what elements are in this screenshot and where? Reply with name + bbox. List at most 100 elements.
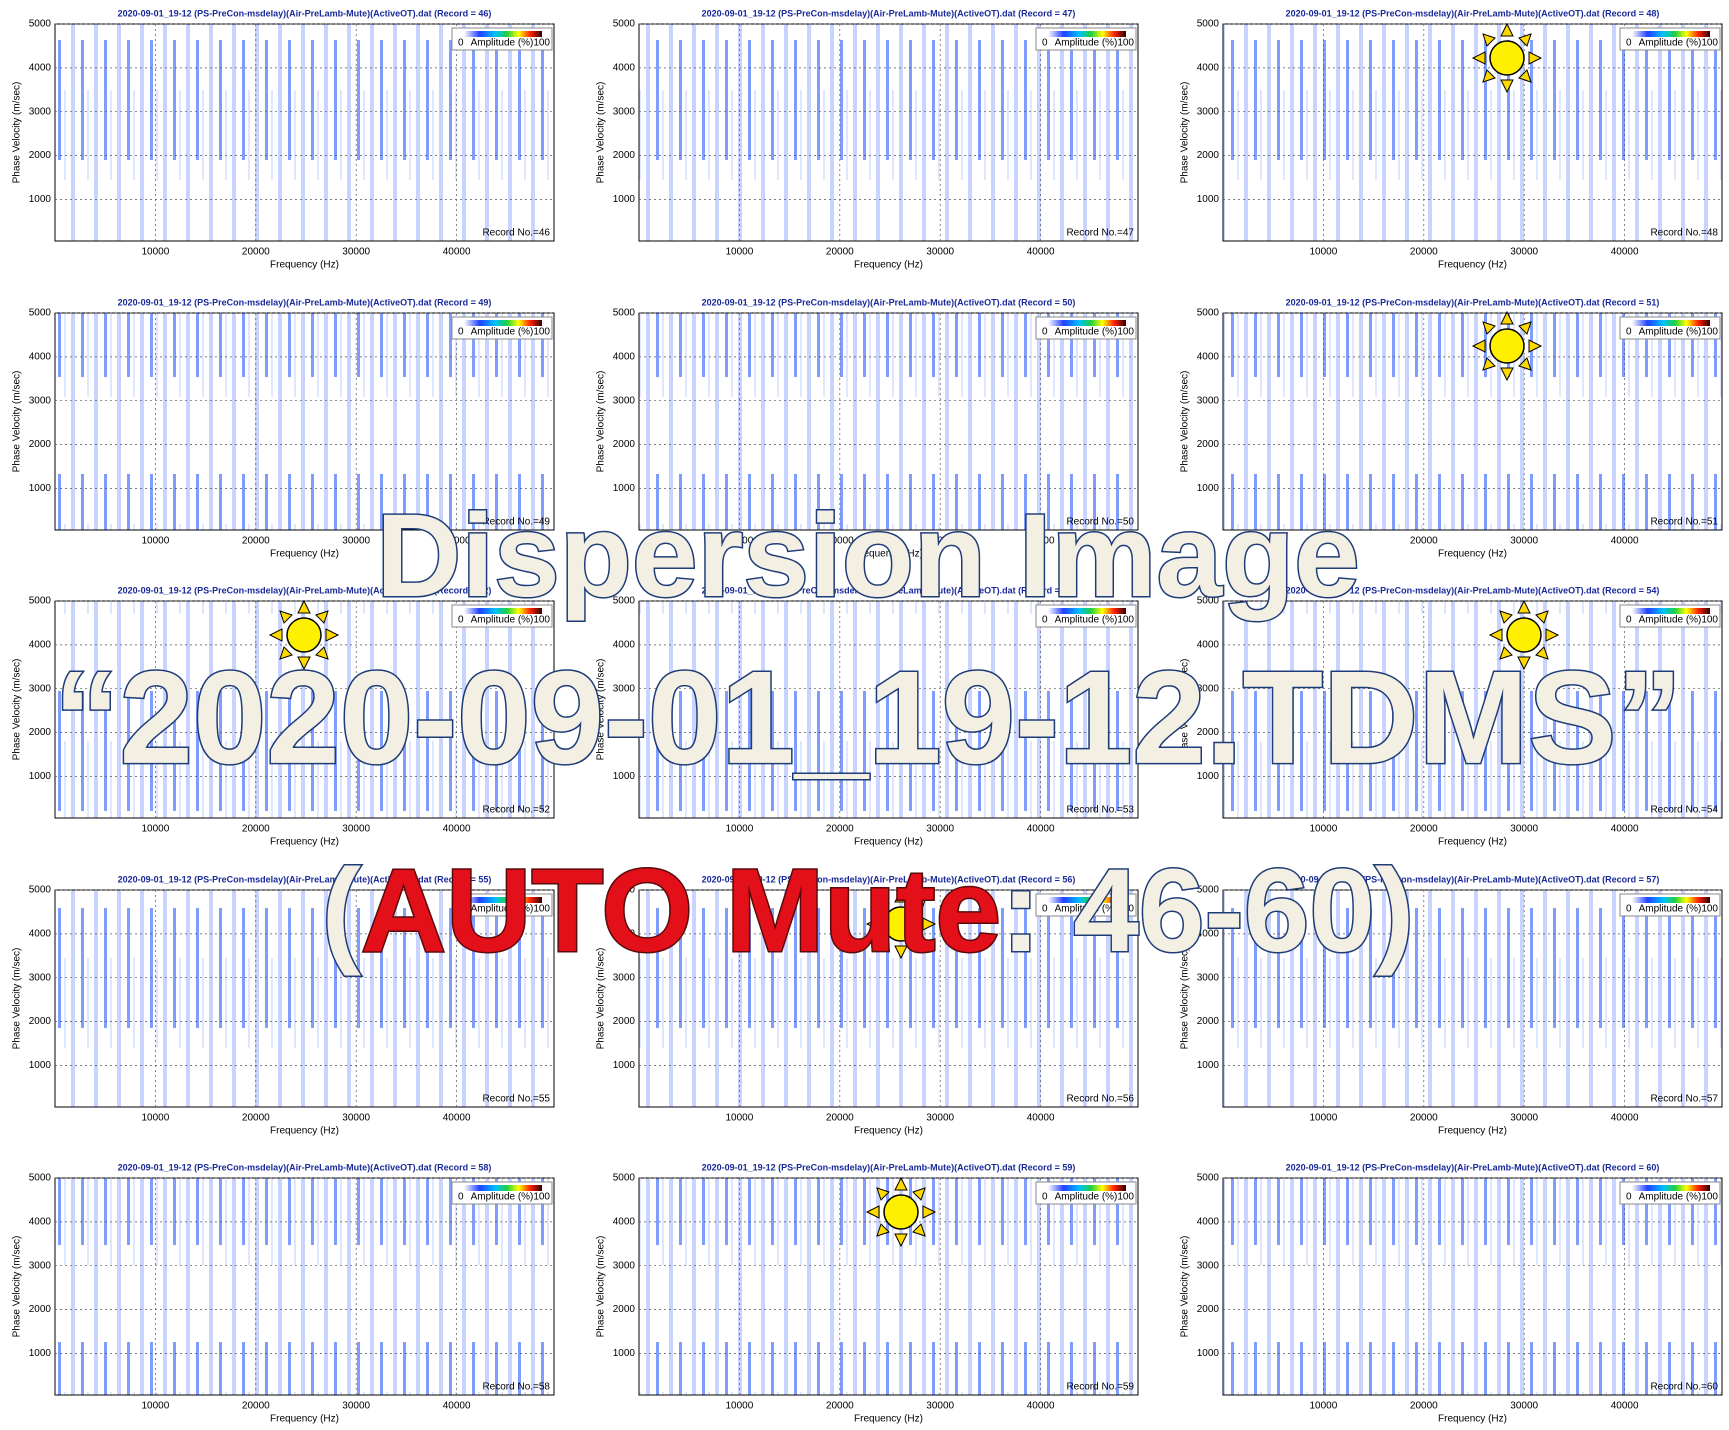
- colorbar: [1632, 31, 1710, 37]
- colorbar-min: 0: [1626, 615, 1632, 626]
- plot-area: [1222, 312, 1723, 531]
- chart-title: 2020-09-01_19-12 (PS-PreCon-msdelay)(Air…: [1286, 297, 1660, 307]
- y-tick-label: 2000: [1197, 1016, 1220, 1027]
- chart: 2020-09-01_19-12 (PS-PreCon-msdelay)(Air…: [1180, 874, 1723, 1137]
- x-axis-label: Frequency (Hz): [854, 260, 923, 271]
- x-tick-label: 30000: [926, 536, 954, 547]
- y-tick-label: 2000: [29, 1304, 52, 1315]
- chart-title: 2020-09-01_19-12 (PS-PreCon-msdelay)(Air…: [1286, 874, 1660, 884]
- x-tick-label: 30000: [926, 247, 954, 258]
- colorbar-max: 100: [1701, 327, 1718, 338]
- x-axis-label: Frequency (Hz): [1438, 837, 1507, 848]
- colorbar-max: 100: [1117, 1192, 1134, 1203]
- x-tick-label: 40000: [1027, 1401, 1055, 1412]
- colorbar-label: Amplitude (%): [471, 904, 534, 915]
- plot-area: [54, 1177, 555, 1396]
- colorbar: [464, 1185, 542, 1191]
- plot-area: [638, 23, 1139, 242]
- overlay: Dispersion Image “2020-09-01_19-12.TDMS”…: [52, 489, 1684, 979]
- y-tick-label: 4000: [1197, 928, 1220, 939]
- colorbar-label: Amplitude (%): [471, 38, 534, 49]
- y-tick-label: 2000: [613, 1016, 636, 1027]
- x-axis-label: Frequency (Hz): [1438, 260, 1507, 271]
- y-axis-label: Phase Velocity (m/sec): [12, 948, 23, 1050]
- x-tick-label: 40000: [443, 824, 471, 835]
- overlay-line3: (AUTO Mute: 46-60): [322, 845, 1415, 977]
- x-tick-label: 30000: [342, 536, 370, 547]
- record-label: Record No.=60: [1650, 1382, 1718, 1393]
- y-tick-label: 3000: [1197, 106, 1220, 117]
- record-label: Record No.=53: [1066, 805, 1134, 816]
- chart: 2020-09-01_19-12 (PS-PreCon-msdelay)(Air…: [12, 874, 555, 1137]
- y-tick-label: 3000: [613, 106, 636, 117]
- y-tick-label: 1000: [29, 1348, 52, 1359]
- y-tick-label: 5000: [1197, 1173, 1220, 1184]
- colorbar-max: 100: [1701, 904, 1718, 915]
- colorbar-max: 100: [1701, 1192, 1718, 1203]
- record-label: Record No.=58: [482, 1382, 550, 1393]
- y-tick-label: 3000: [29, 106, 52, 117]
- x-tick-label: 30000: [1510, 1113, 1538, 1124]
- sun-icon: [1472, 311, 1542, 381]
- colorbar-label: Amplitude (%): [1639, 38, 1702, 49]
- x-tick-label: 20000: [242, 1401, 270, 1412]
- x-tick-label: 40000: [1027, 536, 1055, 547]
- y-tick-label: 3000: [613, 972, 636, 983]
- y-tick-label: 2000: [1197, 1304, 1220, 1315]
- colorbar-min: 0: [458, 327, 464, 338]
- y-tick-label: 5000: [1197, 596, 1220, 607]
- x-axis-label: Frequency (Hz): [270, 549, 339, 560]
- x-tick-label: 10000: [725, 1113, 753, 1124]
- colorbar: [1048, 31, 1126, 37]
- x-axis-label: Frequency (Hz): [270, 1414, 339, 1425]
- y-tick-label: 5000: [613, 1173, 636, 1184]
- y-tick-label: 4000: [613, 62, 636, 73]
- x-tick-label: 20000: [242, 1113, 270, 1124]
- colorbar-label: Amplitude (%): [1055, 904, 1118, 915]
- colorbar-min: 0: [458, 38, 464, 49]
- x-tick-label: 40000: [443, 536, 471, 547]
- x-tick-label: 40000: [1611, 247, 1639, 258]
- y-tick-label: 4000: [613, 928, 636, 939]
- y-tick-label: 3000: [29, 972, 52, 983]
- colorbar-max: 100: [1117, 615, 1134, 626]
- plot-area: [1222, 889, 1723, 1108]
- x-tick-label: 30000: [342, 1401, 370, 1412]
- y-axis-label: Phase Velocity (m/sec): [12, 659, 23, 761]
- colorbar-max: 100: [1701, 38, 1718, 49]
- colorbar-min: 0: [1042, 1192, 1048, 1203]
- chart: 2020-09-01_19-12 (PS-PreCon-msdelay)(Air…: [596, 1162, 1139, 1425]
- x-tick-label: 30000: [1510, 247, 1538, 258]
- colorbar-max: 100: [1701, 615, 1718, 626]
- y-tick-label: 5000: [1197, 885, 1220, 896]
- y-tick-label: 3000: [29, 683, 52, 694]
- colorbar: [464, 320, 542, 326]
- colorbar-max: 100: [533, 904, 550, 915]
- x-tick-label: 20000: [826, 1113, 854, 1124]
- x-tick-label: 20000: [1410, 1113, 1438, 1124]
- colorbar-label: Amplitude (%): [1639, 1192, 1702, 1203]
- x-tick-label: 20000: [826, 247, 854, 258]
- colorbar-label: Amplitude (%): [1055, 1192, 1118, 1203]
- x-tick-label: 10000: [1309, 536, 1337, 547]
- colorbar: [464, 31, 542, 37]
- record-label: Record No.=50: [1066, 517, 1134, 528]
- plot-area: [638, 600, 1139, 819]
- colorbar-max: 100: [533, 38, 550, 49]
- x-tick-label: 30000: [926, 1113, 954, 1124]
- colorbar-label: Amplitude (%): [1639, 615, 1702, 626]
- chart-grid: 2020-09-01_19-12 (PS-PreCon-msdelay)(Air…: [12, 8, 1723, 1425]
- chart: 2020-09-01_19-12 (PS-PreCon-msdelay)(Air…: [596, 297, 1139, 560]
- colorbar: [464, 897, 542, 903]
- colorbar-label: Amplitude (%): [1055, 615, 1118, 626]
- colorbar: [464, 608, 542, 614]
- chart: 2020-09-01_19-12 (PS-PreCon-msdelay)(Air…: [1180, 1162, 1723, 1425]
- y-tick-label: 2000: [613, 439, 636, 450]
- x-axis-label: Frequency (Hz): [854, 837, 923, 848]
- y-axis-label: Phase Velocity (m/sec): [596, 659, 607, 761]
- x-axis-label: Frequency (Hz): [854, 549, 923, 560]
- colorbar-min: 0: [1042, 904, 1048, 915]
- colorbar-max: 100: [1117, 38, 1134, 49]
- x-tick-label: 40000: [443, 1401, 471, 1412]
- x-tick-label: 10000: [1309, 247, 1337, 258]
